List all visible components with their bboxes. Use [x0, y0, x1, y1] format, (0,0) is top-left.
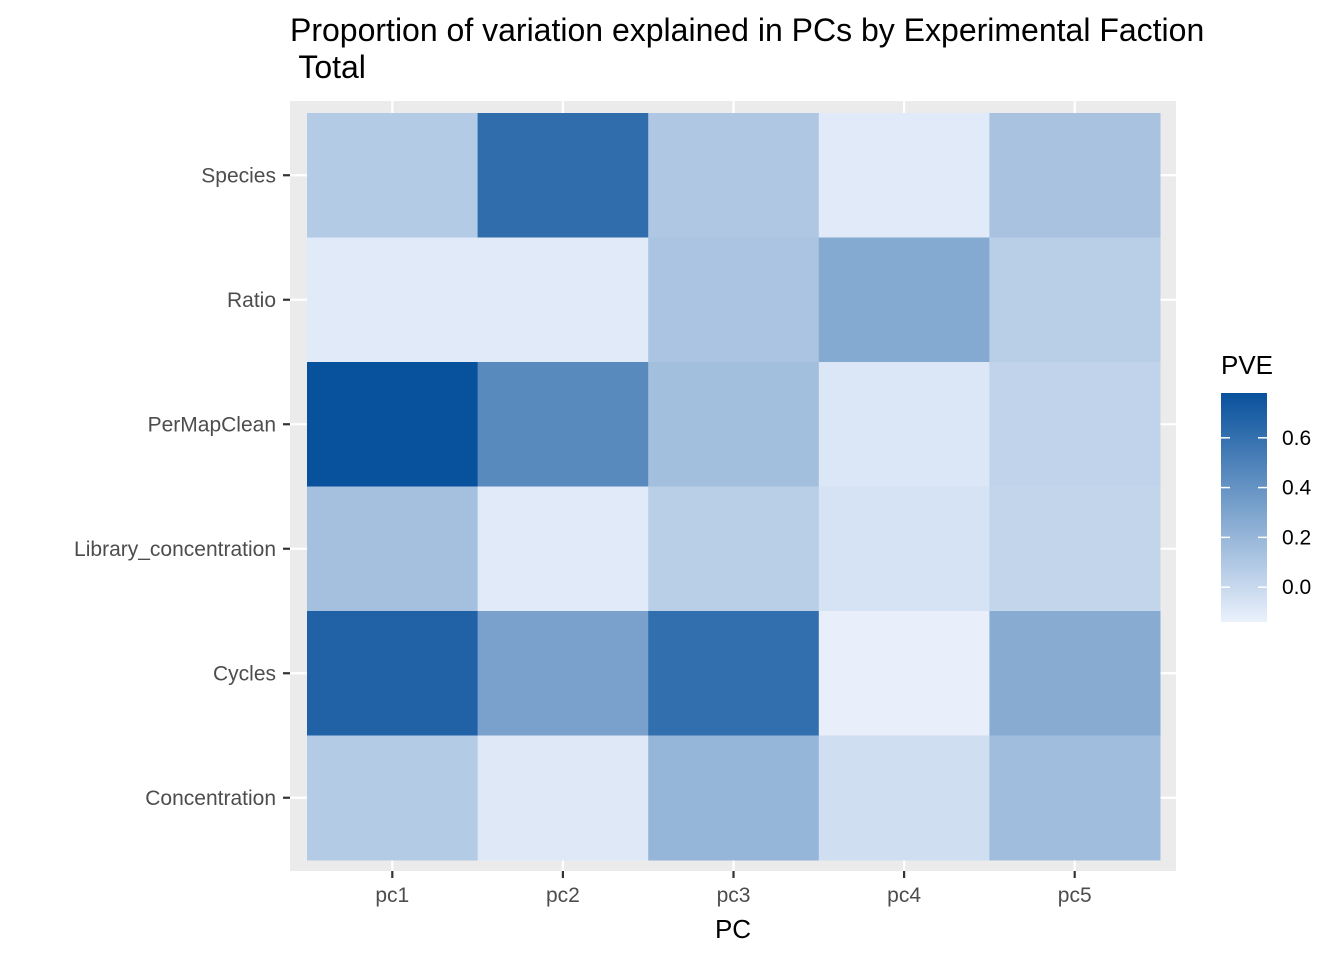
x-axis-title: PC: [715, 914, 751, 944]
tile-Cycles-pc3: [648, 611, 820, 736]
x-axis: pc1 pc2 pc3 pc4 pc5: [375, 871, 1092, 907]
y-tick-label-PerMapClean: PerMapClean: [148, 413, 276, 436]
tile-Library_concentration-pc4: [818, 486, 990, 612]
heatmap-tiles: [307, 113, 1161, 861]
legend-colorbar: [1221, 393, 1267, 622]
tile-PerMapClean-pc4: [818, 362, 990, 487]
tile-Library_concentration-pc5: [989, 486, 1161, 612]
tile-Concentration-pc5: [989, 735, 1161, 861]
y-tick-label-Ratio: Ratio: [227, 289, 276, 312]
tile-Ratio-pc5: [989, 237, 1161, 363]
tile-Species-pc1: [307, 113, 479, 238]
tile-Ratio-pc1: [307, 237, 479, 363]
tile-Concentration-pc4: [818, 735, 990, 861]
y-tick-label-Species: Species: [201, 164, 276, 187]
tile-Cycles-pc5: [989, 611, 1161, 736]
y-tick-label-Cycles: Cycles: [213, 662, 276, 685]
tile-Library_concentration-pc1: [307, 486, 479, 612]
legend: PVE 0.0 0.2 0.4 0.6: [1221, 350, 1312, 622]
legend-tick-label-0: 0.0: [1282, 576, 1311, 599]
tile-Cycles-pc1: [307, 611, 479, 736]
x-tick-label-pc5: pc5: [1058, 884, 1092, 907]
tile-Cycles-pc2: [477, 611, 649, 736]
tile-PerMapClean-pc3: [648, 362, 820, 487]
y-axis: Species Ratio PerMapClean Library_concentra…: [74, 164, 290, 810]
legend-tick-label-2: 0.4: [1282, 477, 1312, 500]
tile-Species-pc3: [648, 113, 820, 238]
y-tick-label-Library_concentration: Library_concentration: [74, 538, 276, 561]
tile-PerMapClean-pc1: [307, 362, 479, 487]
tile-Ratio-pc2: [477, 237, 649, 363]
x-tick-label-pc2: pc2: [546, 884, 580, 907]
legend-tick-label-3: 0.6: [1282, 427, 1311, 450]
legend-tick-label-1: 0.2: [1282, 526, 1311, 549]
y-tick-label-Concentration: Concentration: [145, 787, 276, 810]
tile-Cycles-pc4: [818, 611, 990, 736]
x-tick-label-pc3: pc3: [717, 884, 751, 907]
x-tick-label-pc4: pc4: [887, 884, 921, 907]
legend-title: PVE: [1221, 350, 1273, 380]
tile-Ratio-pc3: [648, 237, 820, 363]
tile-Species-pc4: [818, 113, 990, 238]
tile-Species-pc5: [989, 113, 1161, 238]
tile-Concentration-pc3: [648, 735, 820, 861]
tile-Concentration-pc2: [477, 735, 649, 861]
tile-Concentration-pc1: [307, 735, 479, 861]
legend-ticks: 0.0 0.2 0.4 0.6: [1221, 427, 1312, 599]
tile-Species-pc2: [477, 113, 649, 238]
tile-PerMapClean-pc2: [477, 362, 649, 487]
x-tick-label-pc1: pc1: [375, 884, 409, 907]
tile-Ratio-pc4: [818, 237, 990, 363]
tile-Library_concentration-pc3: [648, 486, 820, 612]
chart-title-line-1: Proportion of variation explained in PCs…: [290, 12, 1204, 48]
tile-Library_concentration-pc2: [477, 486, 649, 612]
chart-title-line-2: Total: [290, 49, 366, 85]
tile-PerMapClean-pc5: [989, 362, 1161, 487]
